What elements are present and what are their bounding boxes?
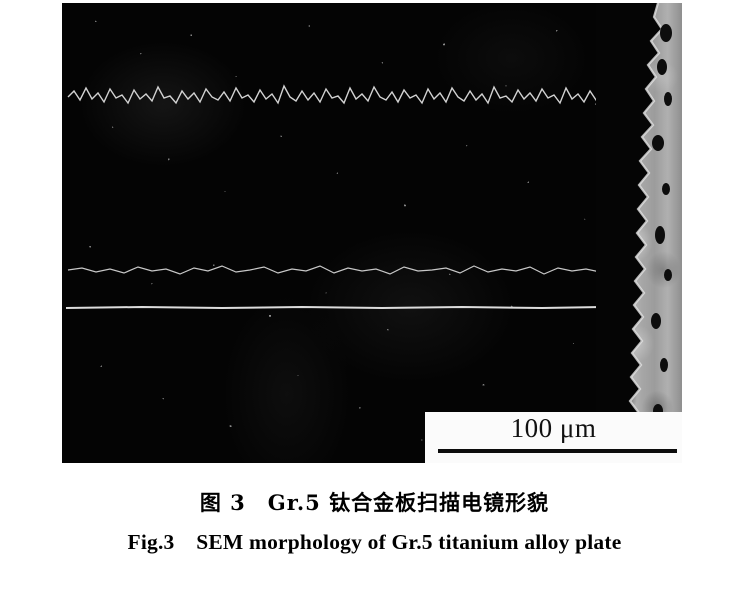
sem-figure: 100 μm	[62, 3, 682, 463]
interface-pits	[651, 24, 672, 418]
scale-bar-label: 100 μm	[510, 413, 597, 443]
matrix-edge-interface	[596, 3, 672, 463]
figure-caption-chinese: 图 3 Gr.5 钛合金板扫描电镜形貌	[199, 490, 550, 515]
line-scan-traces	[65, 84, 623, 310]
straight-reference-line	[65, 305, 623, 310]
interface-dark-mask	[596, 3, 662, 463]
wavy-line-scan-trace	[67, 265, 623, 275]
sem-micrograph-image: 100 μm	[62, 3, 682, 463]
jagged-line-scan-trace	[67, 84, 621, 105]
interface-highlight	[626, 3, 664, 463]
titanium-matrix-region	[62, 3, 624, 463]
scale-bar-panel: 100 μm	[425, 412, 682, 463]
scale-bar-rule	[438, 449, 677, 453]
speckle-noise-overlay	[62, 3, 624, 463]
figure-caption-english: Fig.3 SEM morphology of Gr.5 titanium al…	[127, 530, 622, 554]
